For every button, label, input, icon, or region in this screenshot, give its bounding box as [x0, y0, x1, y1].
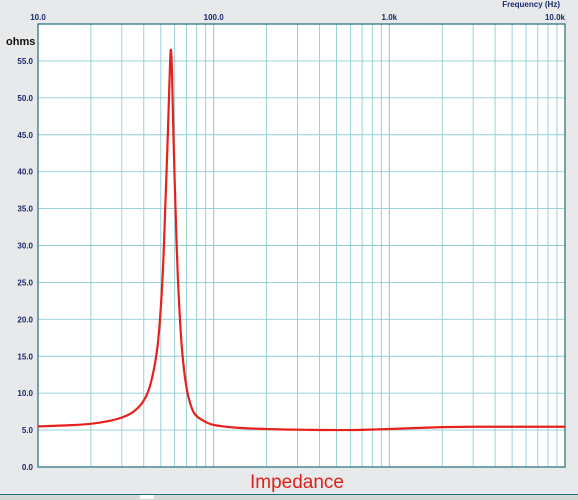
- x-tick-label: 100.0: [204, 13, 225, 22]
- x-tick-label: 10.0: [30, 13, 46, 22]
- plot-frame: [37, 23, 566, 468]
- y-axis-ticks: 0.0 5.0 10.0 15.0 20.0 25.0 30.0 35.0 40.0 45.0 50…: [17, 57, 33, 472]
- bottom-strip-marker: [140, 495, 154, 499]
- y-tick-label: 35.0: [17, 205, 33, 214]
- chart-title: Impedance: [250, 472, 344, 493]
- y-tick-label: 25.0: [17, 278, 33, 287]
- y-tick-label: 55.0: [17, 57, 33, 66]
- y-tick-label: 5.0: [22, 426, 34, 435]
- y-tick-label: 50.0: [17, 94, 33, 103]
- y-tick-label: 0.0: [22, 463, 34, 472]
- y-tick-label: 45.0: [17, 131, 33, 140]
- gridlines: [38, 24, 565, 467]
- y-axis-unit-label: ohms: [6, 36, 35, 48]
- x-tick-label: 1.0k: [382, 13, 398, 22]
- y-tick-label: 20.0: [17, 315, 33, 324]
- x-tick-label: 10.0k: [545, 13, 566, 22]
- x-axis-ticks: 10.0 100.0 1.0k 10.0k: [30, 13, 565, 22]
- y-tick-label: 40.0: [17, 168, 33, 177]
- bottom-scroll-strip: [0, 494, 578, 500]
- y-tick-label: 15.0: [17, 352, 33, 361]
- impedance-curve: [37, 48, 565, 432]
- y-tick-label: 10.0: [17, 389, 33, 398]
- x-axis-title: Frequency (Hz): [502, 0, 560, 9]
- y-tick-label: 30.0: [17, 242, 33, 251]
